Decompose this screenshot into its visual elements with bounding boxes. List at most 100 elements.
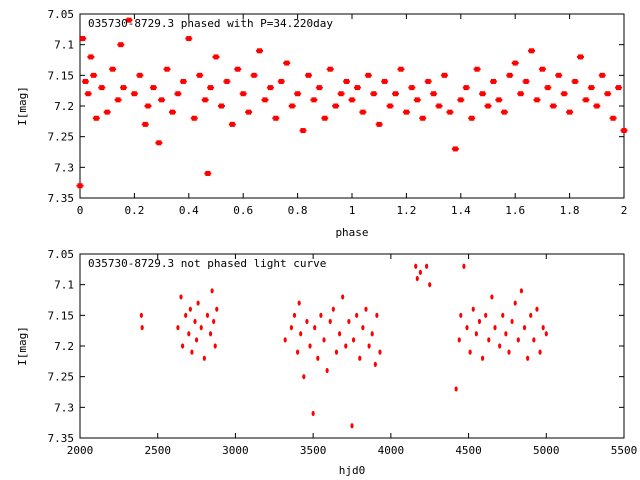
x-tick-label: 0.4 <box>179 204 199 217</box>
data-point <box>526 355 530 361</box>
data-point-cross <box>315 86 323 89</box>
data-point-cross <box>196 74 204 77</box>
data-point-cross <box>549 105 557 107</box>
data-point-cross <box>566 111 574 114</box>
y-tick-label: 7.35 <box>48 192 75 205</box>
data-point-cross <box>337 92 345 95</box>
data-point <box>504 331 508 337</box>
data-point <box>358 355 362 361</box>
x-tick-label: 3500 <box>300 444 327 457</box>
data-point <box>139 312 143 318</box>
data-point-cross <box>149 86 157 89</box>
data-point <box>187 331 191 337</box>
y-tick-label: 7.15 <box>48 69 75 82</box>
data-point <box>194 337 199 343</box>
chart-panel-2: 2000 2500 3000 3500 4000 4500 5000 5500 7.05 7.1 7… <box>16 248 637 477</box>
data-point-cross <box>435 105 443 107</box>
data-point <box>351 337 356 343</box>
data-point-cross <box>392 92 400 95</box>
data-point-cross <box>228 123 236 126</box>
data-point-cross <box>81 80 89 83</box>
data-point-cross <box>155 141 163 144</box>
y-axis-label: I[mag] <box>16 86 29 126</box>
data-point <box>316 355 320 361</box>
data-point-cross <box>430 92 438 95</box>
data-point <box>215 306 219 312</box>
data-point <box>375 312 379 318</box>
data-point-cross <box>84 92 92 95</box>
data-point <box>510 318 514 325</box>
data-point <box>308 343 312 349</box>
y-tick-label: 7.35 <box>48 432 75 445</box>
data-point <box>337 331 342 337</box>
data-point <box>364 306 368 312</box>
x-tick-label: 0.6 <box>233 204 253 217</box>
data-point <box>370 331 374 337</box>
data-point-cross <box>582 98 590 101</box>
data-point <box>292 312 297 318</box>
data-point <box>344 343 348 349</box>
data-point <box>535 306 539 312</box>
x-tick-label: 1 <box>349 204 356 217</box>
data-point-cross <box>92 117 100 120</box>
data-point <box>319 312 323 318</box>
data-point-cross <box>500 111 508 114</box>
data-point <box>477 318 482 325</box>
data-point <box>468 349 472 355</box>
data-point-cross <box>598 74 606 77</box>
data-point-cross <box>408 86 416 89</box>
data-point <box>334 349 339 355</box>
data-point <box>459 312 463 318</box>
data-point <box>529 312 533 318</box>
data-point-cross <box>299 129 307 132</box>
x-tick-label: 0 <box>77 204 84 217</box>
data-point <box>471 306 475 312</box>
data-point <box>296 349 300 355</box>
data-point-cross <box>381 80 389 83</box>
data-point <box>190 349 194 355</box>
x-tick-label: 4500 <box>455 444 482 457</box>
data-point-cross <box>457 98 465 101</box>
data-point-cross <box>473 68 481 71</box>
data-point <box>322 337 326 343</box>
data-point <box>140 325 144 331</box>
data-point <box>289 325 293 331</box>
chart-panel-1: 0 0.2 0.4 0.6 0.8 1 1.2 1.4 1.6 1.8 2 7.05 7.1 7.15 7.… <box>16 8 628 239</box>
data-point <box>513 300 517 306</box>
data-point-cross <box>321 117 329 120</box>
chart-title: 035730-8729.3 phased with P=34.220day <box>88 17 333 30</box>
data-point-cross <box>168 111 176 114</box>
x-tick-label: 2000 <box>67 444 94 457</box>
data-point-cross <box>239 92 247 95</box>
data-point-cross <box>332 105 340 107</box>
data-point <box>519 288 524 294</box>
data-point <box>414 263 418 269</box>
data-point-cross <box>272 117 280 120</box>
data-point-cross <box>484 105 492 107</box>
data-point-cross <box>348 98 356 101</box>
data-point <box>454 386 458 392</box>
data-point <box>378 349 382 355</box>
data-point <box>341 294 345 300</box>
data-point-cross <box>359 111 367 114</box>
x-tick-label: 1.2 <box>396 204 416 217</box>
data-point <box>199 325 203 331</box>
data-point-cross <box>261 98 269 101</box>
data-point-cross <box>179 80 187 83</box>
data-point-cross <box>98 86 106 89</box>
data-point-cross <box>533 98 541 101</box>
data-point <box>193 318 197 325</box>
y-tick-label: 7.25 <box>48 131 75 144</box>
data-point <box>205 312 210 318</box>
y-tick-label: 7.2 <box>54 340 74 353</box>
data-point <box>213 343 217 349</box>
data-point-cross <box>103 111 111 114</box>
data-point <box>355 312 359 318</box>
y-tick-label: 7.1 <box>54 39 74 52</box>
data-point-cross <box>343 80 351 83</box>
data-point <box>418 269 422 275</box>
y-axis-label: I[mag] <box>16 326 29 366</box>
data-point-cross <box>587 86 595 89</box>
data-point <box>180 343 185 349</box>
